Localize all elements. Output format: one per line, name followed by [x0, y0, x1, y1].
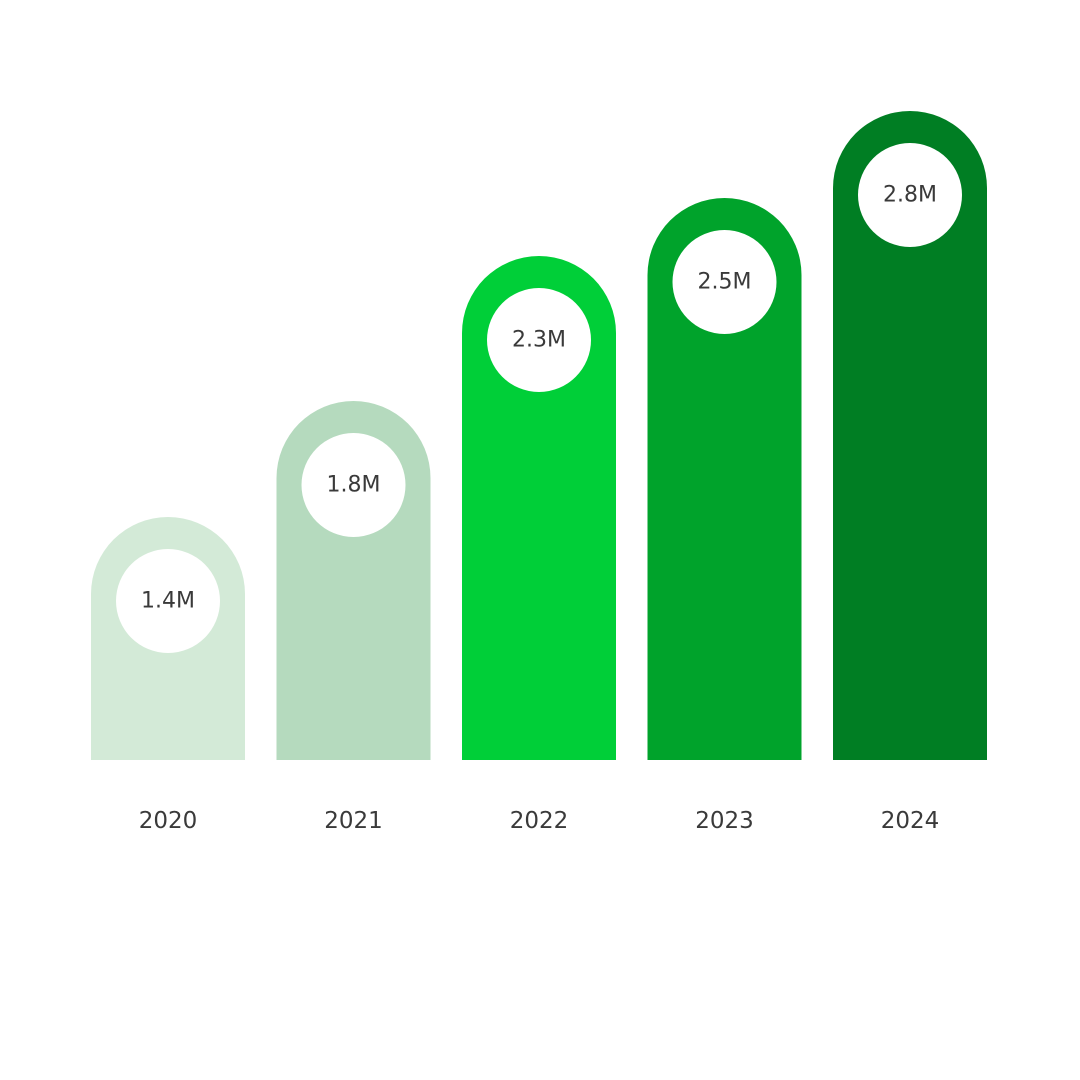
data-label-2021: 1.8M [327, 473, 381, 498]
x-axis-tick-labels: 2020 2021 2022 2023 2024 [139, 808, 940, 834]
x-tick-label-2021: 2021 [324, 808, 383, 834]
bar-2022 [462, 256, 616, 760]
bar-2024 [833, 111, 987, 760]
data-label-circle-2023 [672, 230, 777, 334]
data-label-circle-2022 [487, 288, 591, 392]
x-tick-label-2024: 2024 [881, 808, 940, 834]
data-label-2020: 1.4M [141, 589, 195, 614]
data-label-circle-2024 [858, 143, 962, 247]
data-labels-layer: 1.4M 1.8M 2.3M 2.5M 2.8M [116, 143, 962, 653]
x-tick-label-2023: 2023 [695, 808, 754, 834]
x-tick-label-2022: 2022 [510, 808, 569, 834]
bars-layer [91, 111, 987, 760]
bar-2023 [647, 198, 802, 760]
data-label-2023: 2.5M [698, 270, 752, 295]
data-label-circle-2020 [116, 549, 220, 653]
data-label-circle-2021 [301, 433, 406, 537]
x-tick-label-2020: 2020 [139, 808, 198, 834]
data-label-2022: 2.3M [512, 328, 566, 353]
data-label-2024: 2.8M [883, 183, 937, 208]
